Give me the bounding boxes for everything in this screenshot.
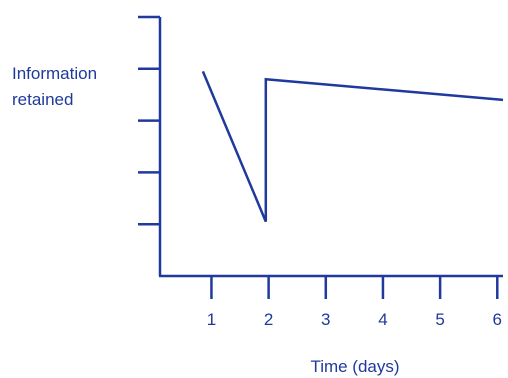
- x-tick-label: 5: [435, 310, 444, 329]
- axes: [158, 17, 503, 278]
- x-tick-label: 4: [378, 310, 387, 329]
- series-line: [201, 70, 504, 223]
- x-axis-title: Time (days): [310, 357, 399, 376]
- y-axis-title-line-1: Information: [12, 64, 97, 83]
- x-tick-label: 3: [321, 310, 330, 329]
- x-tick-label: 2: [264, 310, 273, 329]
- y-ticks: [138, 15, 160, 226]
- x-tick-label: 1: [207, 310, 216, 329]
- x-ticks: 1 2 3 4 5 6: [207, 276, 502, 329]
- x-tick-label: 6: [493, 310, 502, 329]
- y-axis-title-line-2: retained: [12, 90, 73, 109]
- series-layer: [201, 70, 504, 223]
